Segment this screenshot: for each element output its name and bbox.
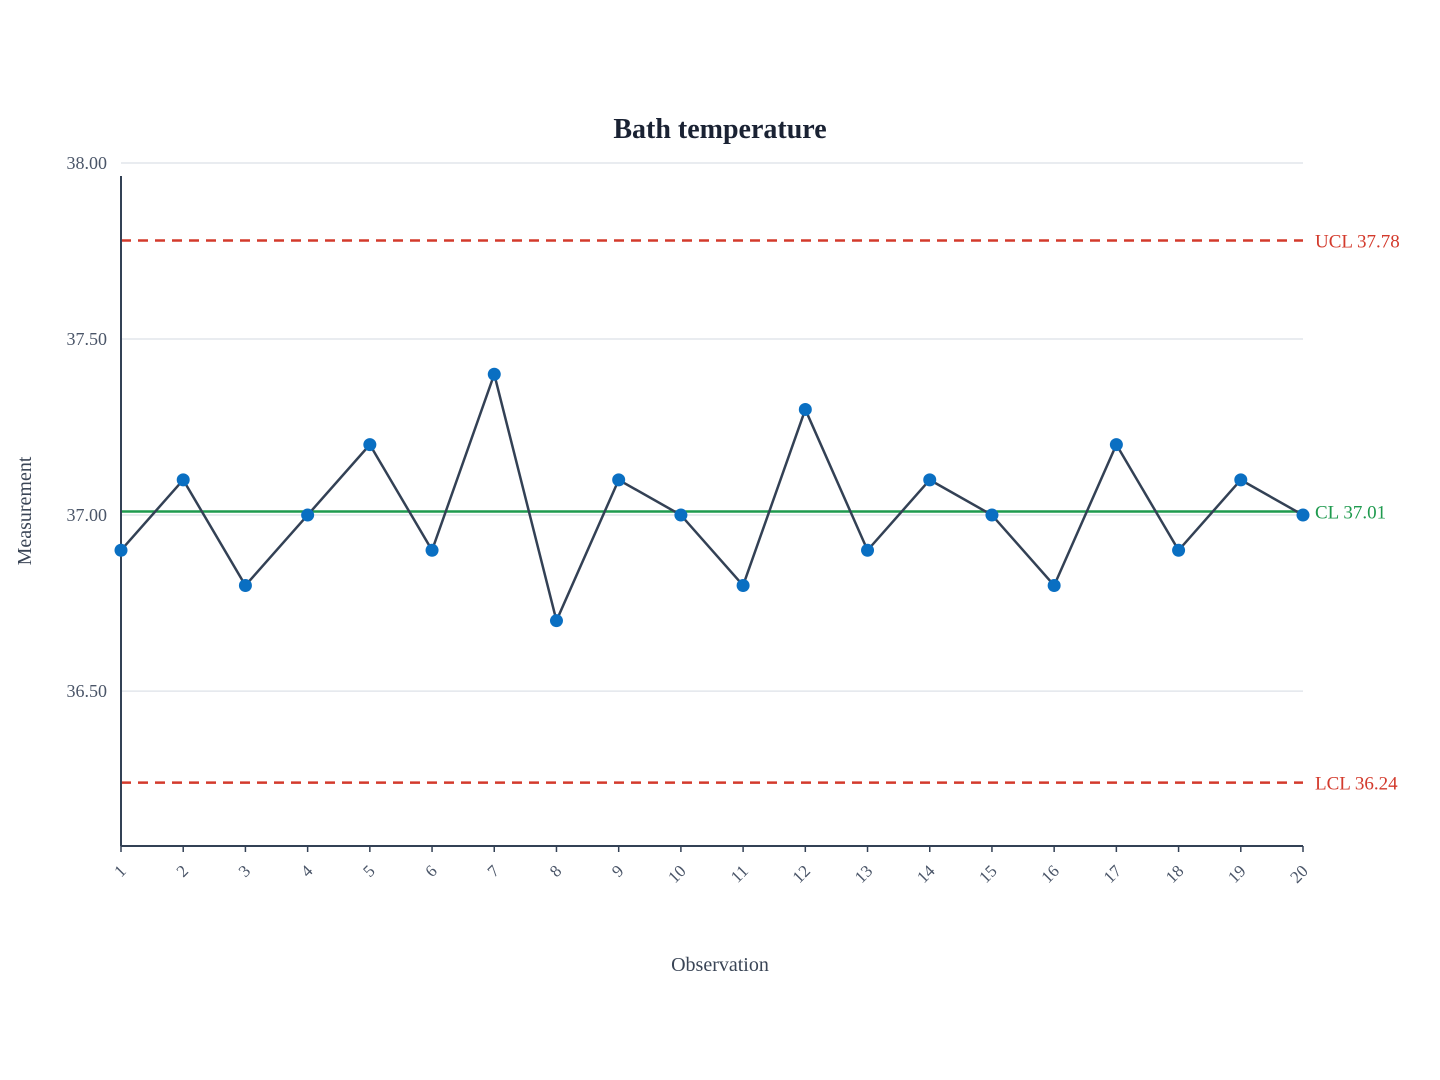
- data-point: [425, 543, 439, 557]
- data-point: [736, 578, 750, 592]
- x-tick-label: 14: [913, 861, 939, 887]
- x-tick-label: 4: [297, 861, 317, 881]
- data-point: [612, 473, 626, 487]
- y-tick-label: 37.50: [67, 329, 108, 349]
- axes: [120, 176, 1303, 847]
- data-point: [985, 508, 999, 522]
- data-point: [1172, 543, 1186, 557]
- x-tick-label: 1: [110, 861, 129, 880]
- y-axis-label: Measurement: [14, 456, 36, 565]
- ucl-label: UCL 37.78: [1315, 231, 1400, 252]
- y-tick-label: 38.00: [67, 153, 108, 173]
- x-tick-label: 16: [1038, 861, 1063, 886]
- x-tick-label: 12: [789, 861, 814, 886]
- x-tick-label: 6: [421, 861, 440, 880]
- data-point: [1109, 438, 1123, 452]
- data-point: [176, 473, 190, 487]
- x-tick-label: 9: [608, 861, 627, 880]
- x-axis-label: Observation: [671, 954, 769, 976]
- measurement-line: [120, 369, 1304, 625]
- data-point: [301, 508, 315, 522]
- measurement-series: [114, 367, 1310, 628]
- x-tick-label: 18: [1162, 861, 1187, 886]
- data-point: [861, 543, 875, 557]
- x-tick-label: 20: [1286, 861, 1311, 886]
- data-point: [549, 614, 563, 628]
- data-point: [1296, 508, 1310, 522]
- data-point: [238, 578, 252, 592]
- data-point: [114, 543, 128, 557]
- lcl-label: LCL 36.24: [1315, 774, 1398, 795]
- x-tick-labels: 1 2 3 4 5 6 7 8 9 10 11 12 13 14 15 16 17 18 19 20: [110, 846, 1312, 887]
- chart-title: Bath temperature: [613, 114, 826, 145]
- x-tick-label: 15: [975, 861, 1000, 886]
- x-tick-label: 13: [851, 861, 876, 886]
- grid-lines: [121, 162, 1303, 692]
- data-point: [923, 473, 937, 487]
- control-limits: UCL 37.78 CL 37.01 LCL 36.24: [121, 231, 1400, 795]
- x-tick-label: 8: [546, 861, 565, 880]
- y-tick-labels: 36.50 37.00 37.50 38.00: [67, 153, 108, 701]
- x-tick-label: 7: [484, 861, 504, 881]
- x-tick-label: 19: [1224, 861, 1249, 886]
- x-tick-label: 17: [1100, 861, 1126, 887]
- y-tick-label: 36.50: [67, 681, 108, 701]
- x-tick-label: 3: [235, 861, 254, 880]
- data-point: [798, 402, 812, 416]
- data-point: [1047, 578, 1061, 592]
- data-point: [1234, 473, 1248, 487]
- x-tick-label: 5: [359, 861, 378, 880]
- data-point: [363, 438, 377, 452]
- x-tick-label: 10: [664, 861, 689, 886]
- data-point: [674, 508, 688, 522]
- cl-label: CL 37.01: [1315, 503, 1386, 524]
- x-tick-label: 11: [727, 861, 752, 886]
- y-tick-label: 37.00: [67, 505, 108, 525]
- data-point: [487, 367, 501, 381]
- x-tick-label: 2: [173, 861, 192, 880]
